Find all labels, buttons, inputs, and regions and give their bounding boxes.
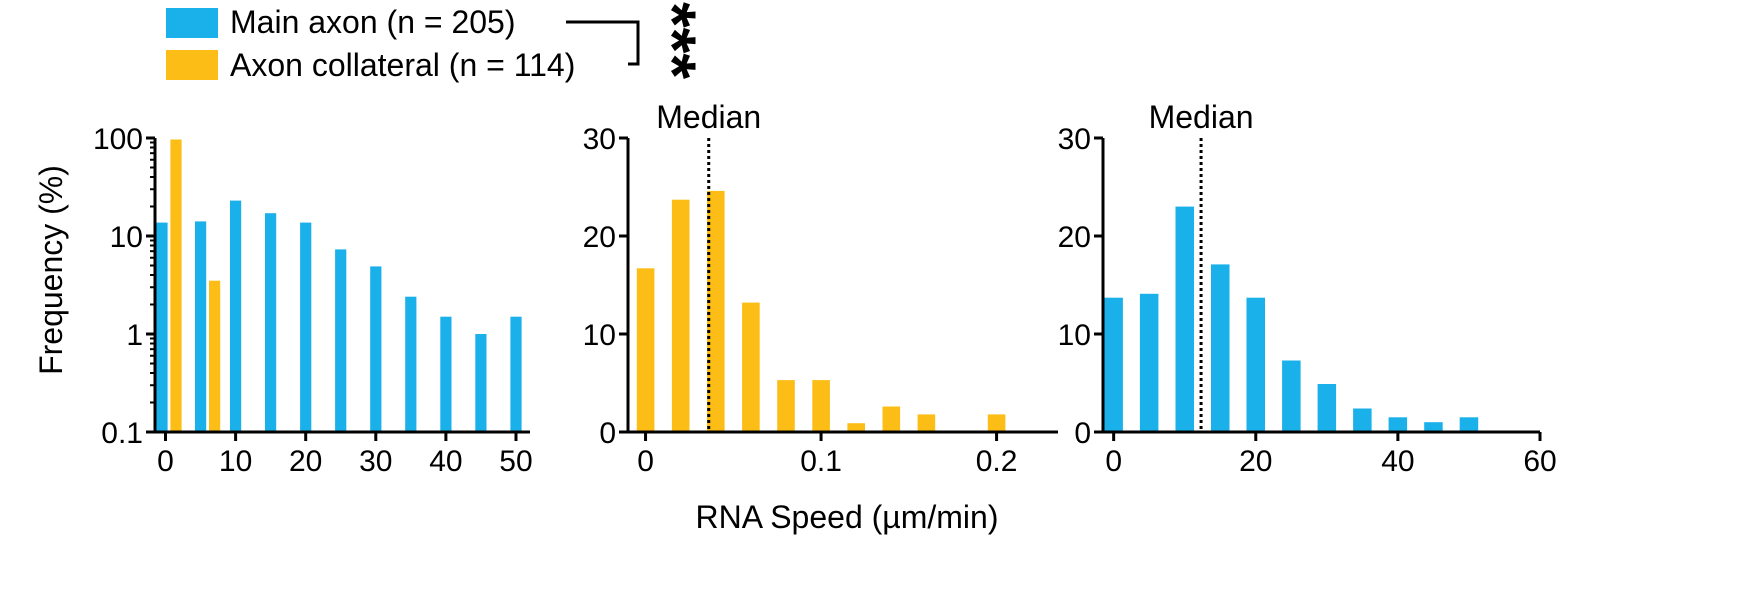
bar-axon-collateral — [847, 423, 865, 432]
x-tick-label: 50 — [499, 445, 532, 478]
x-tick-label: 0 — [637, 445, 654, 478]
bar-main-axon — [156, 222, 168, 432]
bar-main-axon — [405, 296, 417, 432]
x-axis-title: RNA Speed (µm/min) — [696, 499, 999, 535]
bar-axon-collateral — [671, 199, 690, 432]
y-tick-label: 30 — [583, 123, 616, 156]
x-tick-label: 20 — [1239, 445, 1272, 478]
bar-axon-collateral — [209, 280, 221, 432]
bar-main-axon — [1246, 297, 1265, 432]
bar-main-axon — [510, 316, 522, 432]
bar-axon-collateral — [170, 139, 182, 432]
significance-bracket — [566, 20, 640, 66]
y-tick-label: 30 — [1058, 123, 1091, 156]
bar-axon-collateral — [707, 190, 725, 432]
x-tick-label: 20 — [289, 445, 322, 478]
median-label: Median — [1149, 99, 1254, 135]
bar-main-axon — [1282, 360, 1301, 432]
panel-collateral-histogram: 0 10 20 30 0 0.1 0.2 Median — [583, 99, 1058, 478]
legend-label-axon-collateral: Axon collateral (n = 114) — [230, 47, 575, 83]
bar-main-axon — [1353, 408, 1372, 432]
y-tick-label: 0.1 — [101, 417, 143, 450]
x-tick-label: 10 — [219, 445, 252, 478]
legend-swatch-main-axon — [166, 8, 218, 38]
bar-main-axon — [195, 221, 207, 432]
y-tick-label: 0 — [599, 417, 616, 450]
bar-axon-collateral — [882, 406, 901, 432]
x-tick-label: 40 — [1381, 445, 1414, 478]
bar-main-axon — [1104, 297, 1123, 432]
x-tick-label: 40 — [429, 445, 462, 478]
bar-main-axon — [1317, 384, 1337, 432]
x-tick-label: 0 — [1105, 445, 1122, 478]
panel-main-axon-histogram: 0 10 20 30 0 20 40 60 Median — [1058, 99, 1557, 478]
panel-log-histogram: 0.1 1 10 100 0 10 20 30 40 50 — [93, 123, 533, 478]
bar-axon-collateral — [742, 302, 760, 432]
bar-main-axon — [300, 222, 312, 432]
x-tick-label: 0.1 — [800, 445, 842, 478]
x-tick-label: 60 — [1523, 445, 1556, 478]
bar-axon-collateral — [987, 414, 1006, 432]
bar-axon-collateral — [812, 380, 830, 432]
bar-main-axon — [1211, 264, 1230, 432]
y-tick-label: 20 — [583, 221, 616, 254]
y-tick-label: 10 — [1058, 319, 1091, 352]
bar-main-axon — [370, 266, 382, 432]
bar-main-axon — [440, 316, 452, 432]
bar-main-axon — [1175, 206, 1194, 432]
x-tick-label: 0 — [157, 445, 174, 478]
x-tick-label: 0.2 — [976, 445, 1018, 478]
bar-main-axon — [230, 200, 242, 432]
bar-main-axon — [475, 334, 487, 432]
y-tick-label: 1 — [126, 319, 143, 352]
significance-stars: *** — [636, 2, 710, 79]
bar-main-axon — [335, 249, 347, 432]
bar-main-axon — [1388, 417, 1408, 432]
bar-axon-collateral — [917, 414, 936, 432]
bar-axon-collateral — [777, 380, 795, 432]
bar-main-axon — [1459, 417, 1479, 432]
y-axis-title: Frequency (%) — [33, 165, 69, 375]
y-tick-label: 100 — [93, 123, 143, 156]
bar-main-axon — [1424, 422, 1443, 432]
bar-main-axon — [265, 213, 277, 432]
y-tick-label: 10 — [583, 319, 616, 352]
legend: Main axon (n = 205) Axon collateral (n =… — [166, 2, 710, 83]
median-label: Median — [656, 99, 761, 135]
bar-main-axon — [1139, 293, 1159, 432]
y-tick-label: 20 — [1058, 221, 1091, 254]
legend-swatch-axon-collateral — [166, 50, 218, 80]
y-tick-label: 0 — [1074, 417, 1091, 450]
bar-axon-collateral — [636, 268, 655, 432]
legend-label-main-axon: Main axon (n = 205) — [230, 4, 516, 40]
y-tick-label: 10 — [110, 221, 143, 254]
x-tick-label: 30 — [359, 445, 392, 478]
